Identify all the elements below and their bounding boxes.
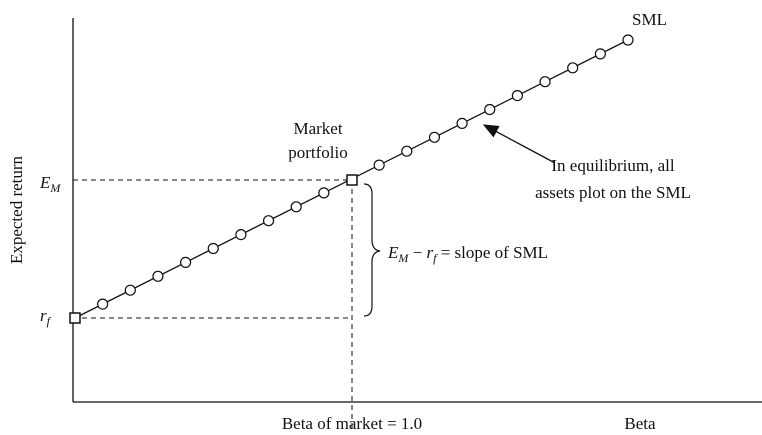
asset-point xyxy=(207,242,219,255)
asset-point xyxy=(373,159,385,171)
market-point xyxy=(346,174,358,186)
x-axis-label: Beta xyxy=(624,414,656,433)
slope-label: EM − rf = slope of SML xyxy=(387,243,548,265)
annotation: In equilibrium, all xyxy=(551,156,675,175)
market-beta-label: Beta of market = 1.0 xyxy=(282,414,422,433)
rf-point xyxy=(69,312,81,324)
brace xyxy=(363,183,381,317)
annotation: assets plot on the SML xyxy=(535,183,691,202)
asset-point xyxy=(484,103,496,116)
asset-point xyxy=(152,270,164,282)
arrow xyxy=(482,124,556,164)
y-axis-label: Expected return xyxy=(7,155,26,264)
market-label: Market xyxy=(293,119,342,138)
asset-point xyxy=(594,48,606,60)
asset-point xyxy=(124,284,136,296)
asset-point xyxy=(567,62,579,74)
asset-point xyxy=(262,215,275,227)
asset-point xyxy=(318,187,330,199)
asset-point xyxy=(428,131,441,143)
asset-point xyxy=(622,34,634,46)
asset-point xyxy=(401,145,413,157)
asset-point xyxy=(539,76,551,88)
asset-point xyxy=(290,201,302,213)
market-label: portfolio xyxy=(288,143,348,162)
rf-label: rf xyxy=(40,306,52,328)
asset-point xyxy=(456,117,468,130)
em-label: EM xyxy=(39,173,61,195)
sml-label: SML xyxy=(632,10,667,29)
asset-point xyxy=(180,256,192,268)
asset-point xyxy=(97,298,109,310)
asset-point xyxy=(511,89,524,102)
asset-point xyxy=(235,229,247,241)
